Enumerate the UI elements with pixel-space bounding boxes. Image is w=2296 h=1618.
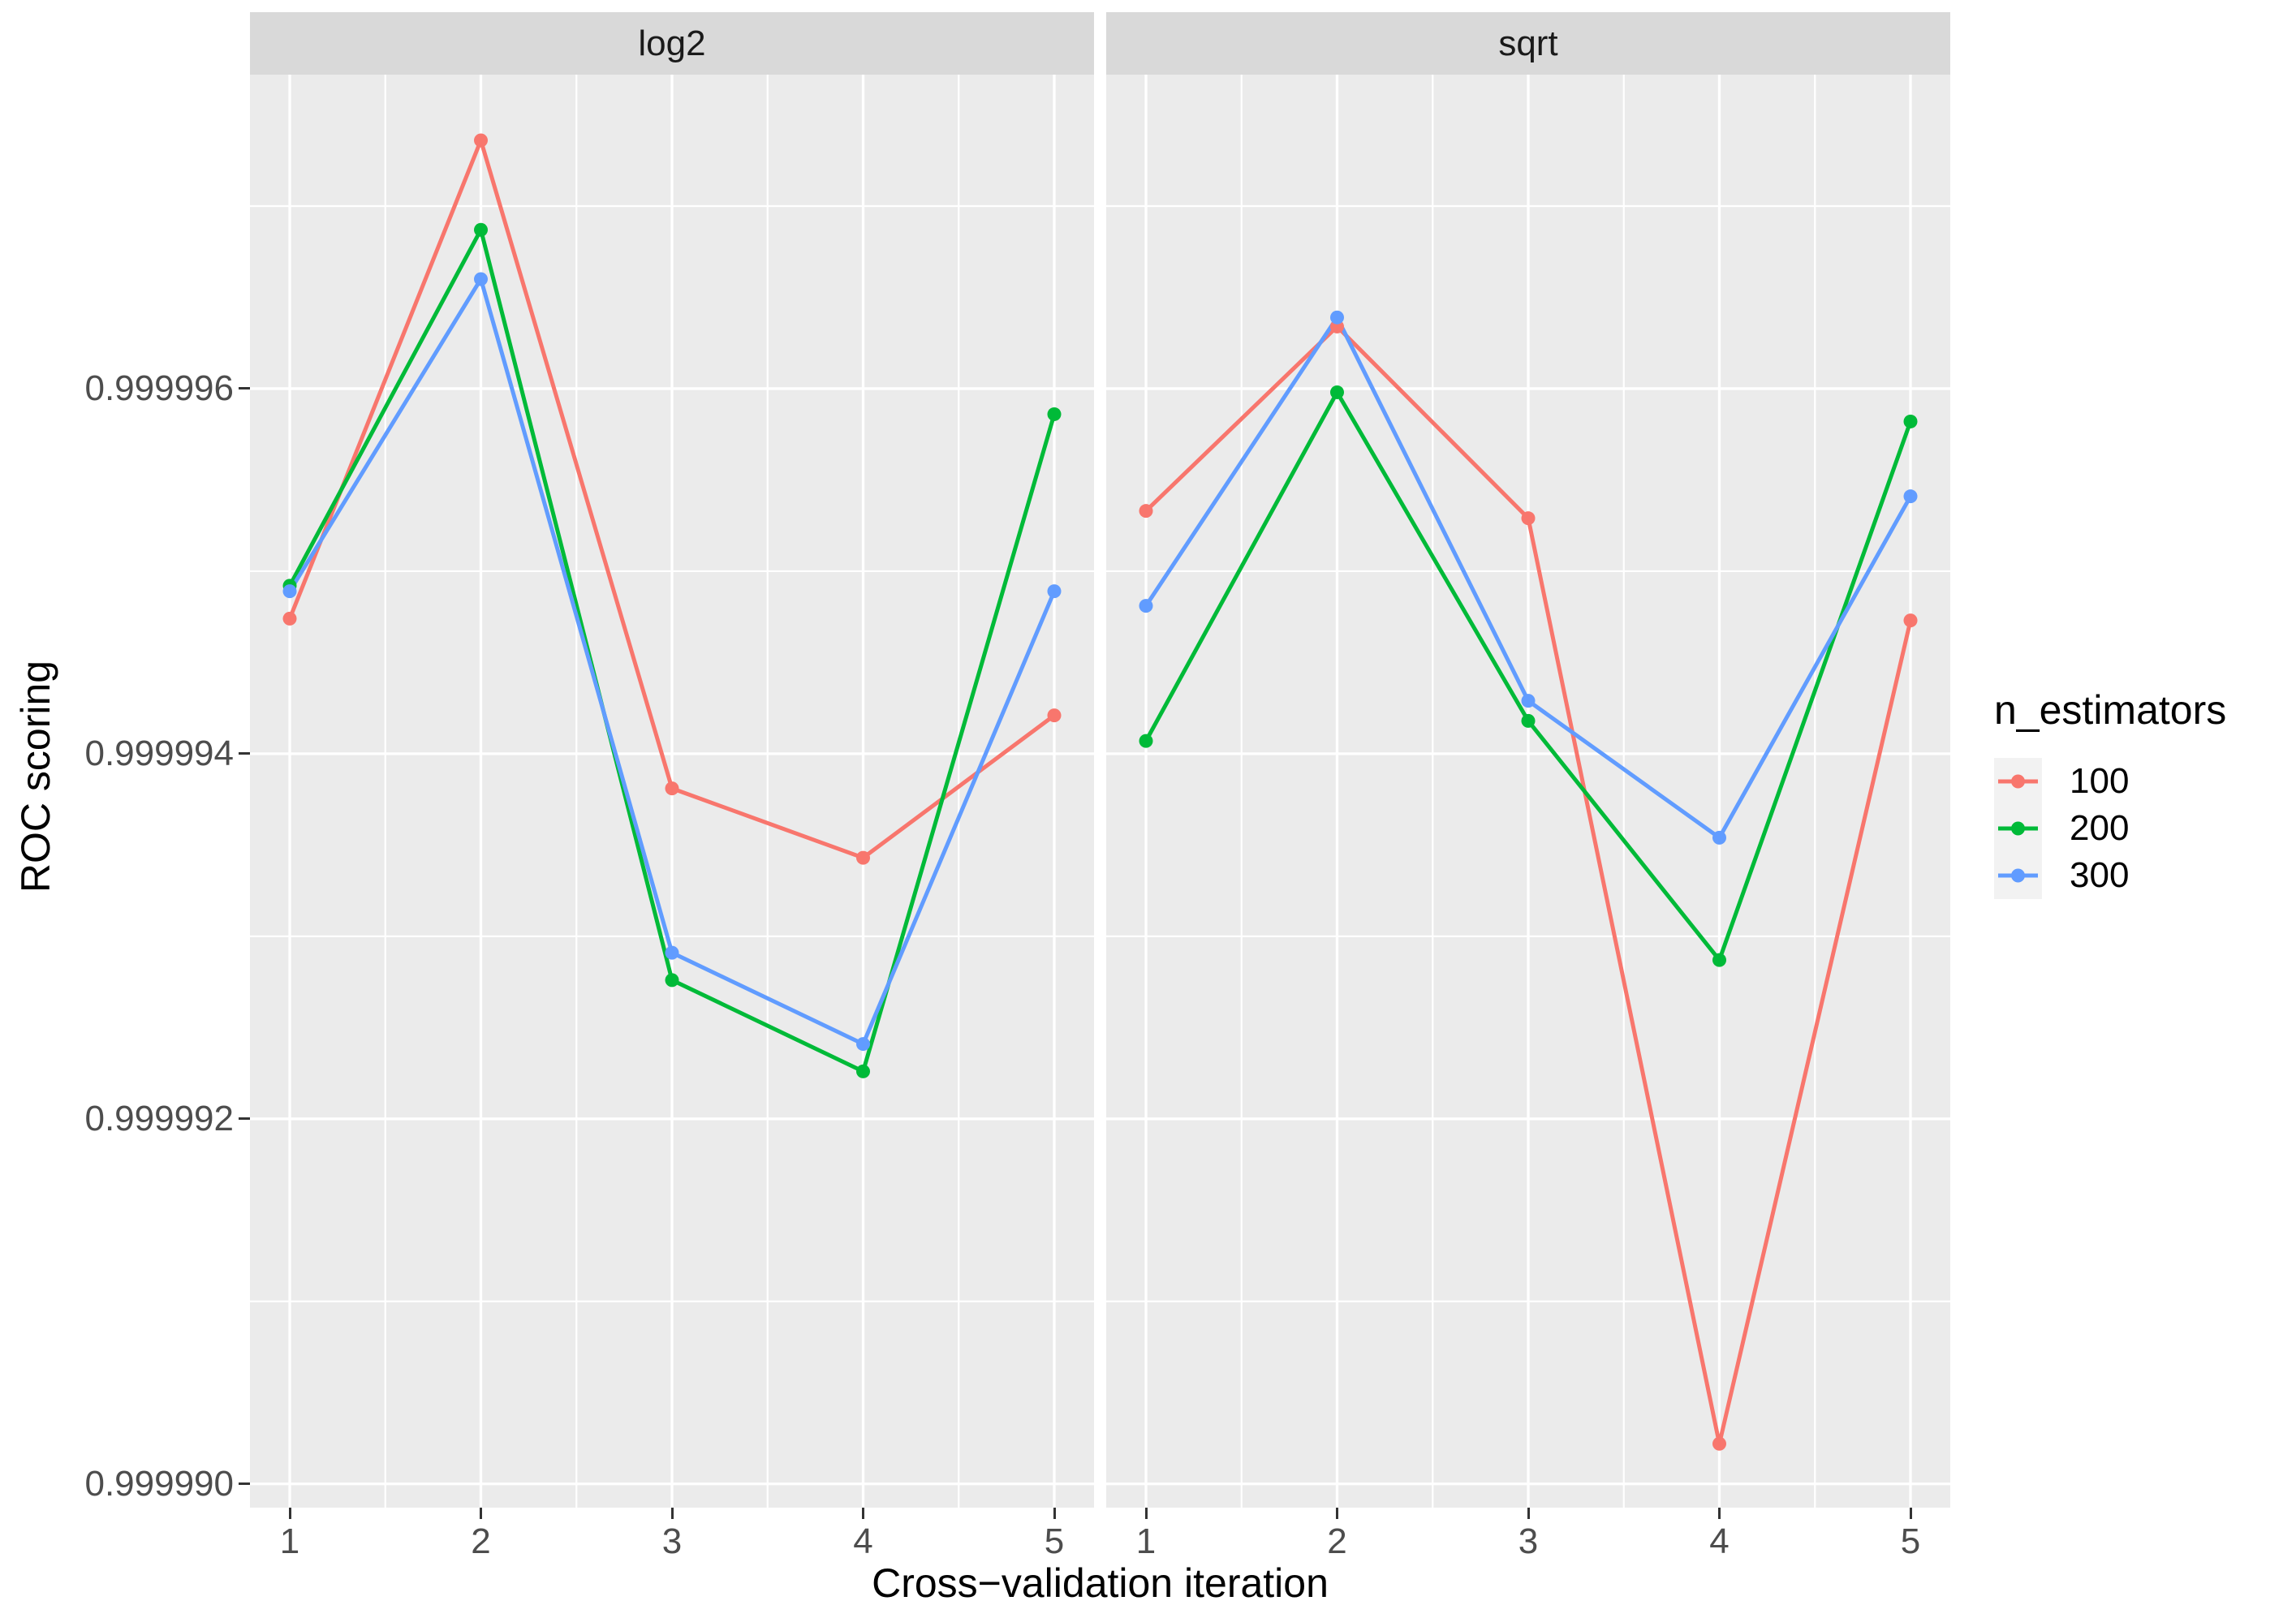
facet-strip-log2: log2 [250,12,1094,75]
legend-key-point [2011,821,2025,836]
data-point-300 [1047,584,1062,599]
x-tick-mark [1718,1508,1721,1519]
y-tick-mark [239,1117,250,1121]
y-tick-mark [239,1482,250,1486]
data-point-100 [1903,613,1918,628]
y-tick-label: 0.999992 [84,1098,234,1138]
data-point-100 [856,850,870,865]
data-point-100 [282,611,297,626]
x-tick-label: 1 [1135,1521,1157,1561]
x-tick-mark [670,1508,674,1519]
x-tick-mark [1144,1508,1148,1519]
legend-entries: 100 200 300 [1994,758,2226,899]
data-point-100 [1712,1436,1726,1451]
data-point-200 [1330,385,1344,399]
x-tick-label: 3 [1518,1521,1539,1561]
legend-title: n_estimators [1994,687,2227,733]
data-point-100 [1139,504,1153,519]
y-tick-label: 0.999996 [84,368,234,408]
data-point-100 [1521,511,1536,526]
x-tick-mark [480,1508,482,1519]
data-point-300 [1139,599,1153,613]
y-tick-label: 0.999990 [84,1463,234,1504]
legend-entry-label: 300 [2070,855,2130,895]
data-point-200 [1047,407,1062,421]
data-point-300 [1903,489,1918,504]
x-tick-label: 5 [1044,1521,1065,1561]
data-point-300 [1330,310,1344,325]
data-point-300 [474,272,488,286]
facet-strip-label: sqrt [1498,23,1558,63]
x-tick-mark [862,1508,864,1519]
data-point-200 [1712,953,1726,967]
x-tick-label: 1 [279,1521,300,1561]
y-axis-title: ROC scoring [13,660,58,893]
x-tick-mark [1336,1508,1338,1519]
data-point-200 [665,973,679,988]
data-point-200 [1521,713,1536,728]
panel-log2 [250,75,1094,1508]
legend-entry-100: 100 [1994,758,2226,805]
x-tick-mark [1527,1508,1530,1519]
data-point-200 [856,1064,870,1078]
x-tick-label: 5 [1900,1521,1921,1561]
legend-key-point [2011,774,2025,789]
x-tick-mark [1053,1508,1056,1519]
legend-key-icon [1994,805,2042,852]
legend-entry-label: 200 [2070,808,2130,848]
x-axis-title: Cross−validation iteration [872,1560,1329,1606]
data-point-100 [665,781,679,796]
data-point-100 [1047,708,1062,723]
data-point-300 [856,1037,870,1052]
data-point-200 [474,222,488,237]
legend-key-point [2011,868,2025,883]
facet-strip-label: log2 [638,23,706,63]
y-tick-mark [239,752,250,755]
data-point-300 [282,584,297,599]
data-point-100 [474,133,488,148]
legend-key-icon [1994,758,2042,805]
x-tick-label: 4 [853,1521,873,1561]
legend-entry-label: 100 [2070,761,2130,801]
x-tick-label: 2 [1327,1521,1347,1561]
data-point-200 [1139,734,1153,748]
data-point-300 [1521,694,1536,708]
x-tick-mark [1909,1508,1912,1519]
facet-strip-sqrt: sqrt [1106,12,1950,75]
data-point-300 [665,945,679,960]
x-tick-label: 4 [1709,1521,1730,1561]
x-tick-label: 3 [661,1521,683,1561]
legend-entry-200: 200 [1994,805,2226,852]
y-tick-mark [239,387,250,390]
x-tick-label: 2 [471,1521,491,1561]
legend-key-icon [1994,852,2042,899]
y-tick-label: 0.999994 [84,733,234,773]
x-tick-mark [288,1508,291,1519]
data-point-300 [1712,830,1726,845]
panel-sqrt [1106,75,1950,1508]
legend: n_estimators 100 200 300 [1994,686,2226,899]
legend-entry-300: 300 [1994,852,2226,899]
data-point-200 [1903,414,1918,428]
